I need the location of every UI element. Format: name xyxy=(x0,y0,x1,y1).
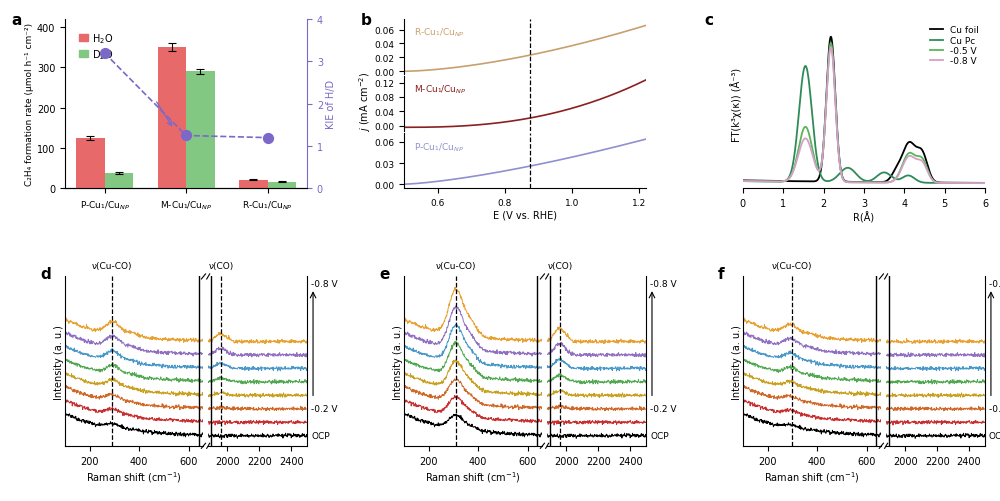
Cu foil xyxy=(752,178,764,184)
Cu foil xyxy=(878,179,890,185)
-0.5 V xyxy=(946,180,958,186)
Text: a: a xyxy=(12,14,22,28)
Cu foil xyxy=(921,160,933,166)
Y-axis label: Intensity (a. u.): Intensity (a. u.) xyxy=(393,324,403,399)
Text: -0.2 V: -0.2 V xyxy=(311,404,338,413)
Y-axis label: FT(k³χ(κ)) (Å⁻³): FT(k³χ(κ)) (Å⁻³) xyxy=(730,68,742,141)
Point xyxy=(178,132,194,140)
Line: -0.5 V: -0.5 V xyxy=(743,44,985,184)
Text: d: d xyxy=(40,267,51,282)
Bar xyxy=(105,174,133,189)
Text: e: e xyxy=(379,267,389,282)
Cu foil xyxy=(946,180,958,186)
Text: f: f xyxy=(718,267,725,282)
Line: -0.8 V: -0.8 V xyxy=(743,48,985,184)
Bar xyxy=(268,182,296,189)
Cu Pc xyxy=(921,180,933,186)
Text: P-Cu₁/Cu$_{NP}$: P-Cu₁/Cu$_{NP}$ xyxy=(414,141,464,153)
Text: -0.8 V: -0.8 V xyxy=(650,279,677,288)
Cu Pc xyxy=(752,179,764,185)
-0.8 V xyxy=(737,179,749,185)
Cu Pc xyxy=(884,173,896,179)
-0.5 V xyxy=(884,179,896,185)
Bar xyxy=(76,139,105,189)
Bar xyxy=(239,180,268,189)
Text: -0.8 V: -0.8 V xyxy=(989,279,1000,288)
-0.5 V xyxy=(737,179,749,185)
-0.5 V xyxy=(891,173,903,179)
Cu Pc xyxy=(799,64,811,70)
X-axis label: Raman shift (cm$^{-1}$): Raman shift (cm$^{-1}$) xyxy=(764,470,860,484)
-0.8 V xyxy=(752,179,764,185)
Text: OCP: OCP xyxy=(311,431,330,440)
Text: OCP: OCP xyxy=(989,431,1000,440)
X-axis label: R(Å): R(Å) xyxy=(853,211,875,223)
Cu foil xyxy=(825,35,837,41)
Cu Pc xyxy=(737,179,749,185)
Line: Cu foil: Cu foil xyxy=(743,38,985,183)
Line: Cu Pc: Cu Pc xyxy=(743,67,985,184)
-0.8 V xyxy=(884,180,896,186)
Text: ν(Cu-CO): ν(Cu-CO) xyxy=(772,261,813,270)
Bar xyxy=(186,72,215,189)
X-axis label: Raman shift (cm$^{-1}$): Raman shift (cm$^{-1}$) xyxy=(425,470,521,484)
Text: ν(CO): ν(CO) xyxy=(208,261,234,270)
-0.5 V xyxy=(878,180,890,186)
Cu Pc xyxy=(891,177,903,183)
Y-axis label:   $j$ (mA cm$^{-2}$): $j$ (mA cm$^{-2}$) xyxy=(357,72,373,137)
Bar xyxy=(158,48,186,189)
Legend: H$_2$O, D$_2$O: H$_2$O, D$_2$O xyxy=(75,28,117,66)
X-axis label: Raman shift (cm$^{-1}$): Raman shift (cm$^{-1}$) xyxy=(86,470,182,484)
X-axis label: E (V vs. RHE): E (V vs. RHE) xyxy=(493,210,557,220)
Cu foil xyxy=(891,162,903,168)
-0.8 V xyxy=(825,45,837,51)
-0.5 V xyxy=(979,181,991,187)
Text: b: b xyxy=(360,14,371,29)
-0.8 V xyxy=(878,180,890,186)
Legend: Cu foil, Cu Pc, -0.5 V, -0.8 V: Cu foil, Cu Pc, -0.5 V, -0.8 V xyxy=(928,25,980,68)
Text: -0.2 V: -0.2 V xyxy=(989,404,1000,413)
-0.5 V xyxy=(921,165,933,171)
-0.5 V xyxy=(752,179,764,185)
Cu Pc xyxy=(878,170,890,176)
-0.8 V xyxy=(979,181,991,187)
Text: OCP: OCP xyxy=(650,431,669,440)
Point xyxy=(260,134,276,142)
-0.8 V xyxy=(891,174,903,180)
Y-axis label: Intensity (a. u.): Intensity (a. u.) xyxy=(732,324,742,399)
Cu foil xyxy=(979,180,991,186)
Text: ν(Cu-CO): ν(Cu-CO) xyxy=(436,261,476,270)
Text: c: c xyxy=(704,14,713,28)
Y-axis label: KIE of H/D: KIE of H/D xyxy=(326,80,336,129)
Point xyxy=(97,50,113,58)
Text: -0.8 V: -0.8 V xyxy=(311,279,338,288)
Cu foil xyxy=(884,175,896,181)
-0.8 V xyxy=(946,180,958,186)
Cu Pc xyxy=(979,181,991,187)
Cu Pc xyxy=(946,180,958,186)
-0.5 V xyxy=(825,41,837,47)
Y-axis label: Intensity (a. u.): Intensity (a. u.) xyxy=(54,324,64,399)
Text: M-Cu₁/Cu$_{NP}$: M-Cu₁/Cu$_{NP}$ xyxy=(414,84,466,96)
Text: ν(Cu-CO): ν(Cu-CO) xyxy=(92,261,132,270)
Y-axis label: C₂H₄ formation rate (μmol h⁻¹ cm⁻²): C₂H₄ formation rate (μmol h⁻¹ cm⁻²) xyxy=(25,23,34,186)
Text: R-Cu₁/Cu$_{NP}$: R-Cu₁/Cu$_{NP}$ xyxy=(414,27,464,39)
Text: ν(CO): ν(CO) xyxy=(547,261,573,270)
Text: -0.2 V: -0.2 V xyxy=(650,404,677,413)
-0.8 V xyxy=(921,167,933,173)
Cu foil xyxy=(737,178,749,184)
